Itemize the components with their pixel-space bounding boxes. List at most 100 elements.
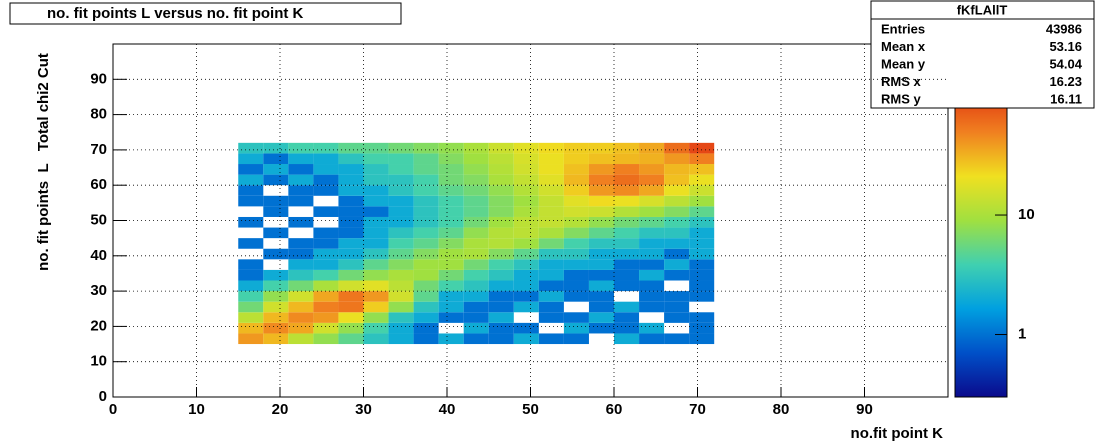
cell <box>413 216 439 228</box>
cell <box>588 259 614 270</box>
cell <box>338 206 364 217</box>
cell <box>588 248 614 260</box>
cell <box>313 280 339 292</box>
y-tick-label: 50 <box>90 211 107 228</box>
cell <box>689 259 715 270</box>
x-tick-label: 30 <box>355 401 372 418</box>
y-tick-label: 0 <box>99 388 107 405</box>
cell <box>588 227 614 239</box>
cell <box>238 312 264 323</box>
stats-value: 43986 <box>1046 21 1082 36</box>
cell <box>388 248 414 260</box>
cell <box>538 259 564 270</box>
cell <box>488 185 514 196</box>
cell <box>438 216 464 228</box>
cell <box>363 333 389 345</box>
cell <box>614 322 640 334</box>
stats-label: RMS y <box>881 91 922 106</box>
cell <box>563 174 589 186</box>
cell <box>689 142 715 154</box>
chart-title: no. fit points L versus no. fit point K <box>47 5 304 22</box>
cell <box>538 142 564 154</box>
cell <box>689 206 715 217</box>
cell <box>263 153 289 165</box>
cell <box>538 216 564 228</box>
cell <box>588 195 614 207</box>
cell <box>563 322 589 334</box>
cell <box>689 174 715 186</box>
cell <box>689 333 715 345</box>
cell <box>689 227 715 239</box>
cell <box>563 216 589 228</box>
cell <box>689 216 715 228</box>
cell <box>463 238 489 249</box>
cell <box>313 301 339 313</box>
cell <box>263 206 289 217</box>
cell <box>463 291 489 302</box>
cell <box>238 238 264 249</box>
cell <box>288 333 314 345</box>
x-tick-label: 40 <box>439 401 456 418</box>
cell <box>463 269 489 281</box>
cell <box>388 322 414 334</box>
cell <box>614 301 640 313</box>
cell <box>513 238 539 249</box>
cell <box>338 333 364 345</box>
stats-value: 53.16 <box>1049 39 1082 54</box>
stats-value: 16.11 <box>1050 91 1082 106</box>
cell <box>313 312 339 323</box>
cell <box>288 174 314 186</box>
cell <box>288 164 314 175</box>
y-tick-label: 20 <box>90 317 107 334</box>
cell <box>689 185 715 196</box>
cell <box>413 227 439 239</box>
cell <box>463 227 489 239</box>
cell <box>238 206 263 217</box>
cell <box>388 238 414 249</box>
cell <box>614 174 640 186</box>
cell <box>313 259 339 270</box>
cell <box>488 227 514 239</box>
cell <box>689 195 715 207</box>
cell <box>313 238 339 249</box>
cell <box>488 174 514 186</box>
z-tick-label: 10 <box>1018 206 1035 223</box>
cell <box>614 195 640 207</box>
stats-box: fKfLAllT <box>870 0 1095 109</box>
cell <box>588 216 614 228</box>
cell <box>288 228 313 239</box>
cell <box>363 291 389 302</box>
cell <box>664 269 690 281</box>
stats-value: 54.04 <box>1049 56 1082 71</box>
cell <box>664 227 690 239</box>
cell <box>563 206 589 217</box>
cell <box>538 301 564 313</box>
cell <box>288 248 314 260</box>
cell <box>238 185 264 196</box>
cell <box>639 238 665 249</box>
cell <box>588 164 614 175</box>
cell <box>238 142 264 154</box>
cell <box>363 269 389 281</box>
stats-title: fKfLAllT <box>957 2 1008 17</box>
cell <box>263 174 289 186</box>
cell <box>488 259 514 270</box>
cell <box>563 333 589 345</box>
cell <box>313 291 339 302</box>
y-tick-label: 40 <box>90 247 107 264</box>
cell <box>689 291 715 302</box>
cell <box>563 164 589 175</box>
cell <box>238 228 263 239</box>
x-tick-label: 0 <box>109 401 117 418</box>
y-tick-label: 90 <box>90 70 107 87</box>
cell <box>513 333 539 345</box>
cell <box>463 206 489 217</box>
cell <box>363 216 389 228</box>
cell <box>488 142 514 154</box>
cell <box>388 227 414 239</box>
cell <box>438 195 464 207</box>
cell <box>614 280 640 292</box>
y-tick-label: 60 <box>90 176 107 193</box>
y-tick-label: 30 <box>90 282 107 299</box>
cell <box>614 153 640 165</box>
